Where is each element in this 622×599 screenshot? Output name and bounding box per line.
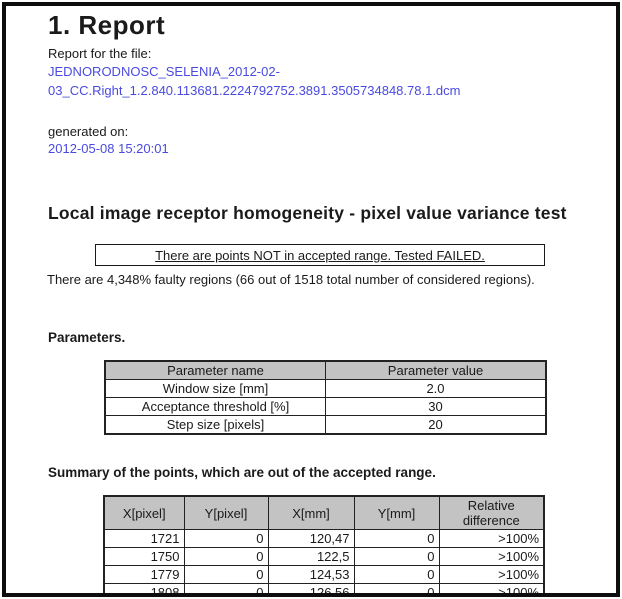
cell-ymm: 0 (353, 529, 440, 548)
table-row: 1779 0 124,53 0 >100% (103, 565, 545, 584)
cell-xpixel: 1808 (103, 583, 185, 593)
summary-header-row: X[pixel] Y[pixel] X[mm] Y[mm] Relative d… (103, 495, 545, 530)
generated-on-label: generated on: (48, 124, 129, 139)
table-row: 1750 0 122,5 0 >100% (103, 547, 545, 566)
table-row: 1808 0 126,56 0 >100% (103, 583, 545, 593)
summary-col-ymm: Y[mm] (353, 495, 440, 530)
parameter-name: Acceptance threshold [%] (104, 397, 326, 416)
table-row: Acceptance threshold [%] 30 (104, 397, 547, 416)
summary-col-xmm: X[mm] (267, 495, 355, 530)
parameters-header-row: Parameter name Parameter value (104, 360, 547, 380)
parameter-value: 20 (325, 415, 547, 435)
cell-relative-difference: >100% (438, 565, 545, 584)
test-status-box: There are points NOT in accepted range. … (95, 244, 545, 266)
cell-xmm: 122,5 (267, 547, 355, 566)
generated-on-timestamp: 2012-05-08 15:20:01 (48, 141, 169, 156)
parameters-col-name: Parameter name (104, 360, 326, 380)
report-file-link[interactable]: JEDNORODNOSC_SELENIA_2012-02- 03_CC.Righ… (48, 62, 461, 100)
table-row: Step size [pixels] 20 (104, 415, 547, 435)
cell-ymm: 0 (353, 565, 440, 584)
cell-xpixel: 1750 (103, 547, 185, 566)
cell-ypixel: 0 (183, 565, 269, 584)
test-heading: Local image receptor homogeneity - pixel… (48, 203, 567, 223)
parameter-name: Step size [pixels] (104, 415, 326, 435)
cell-relative-difference: >100% (438, 583, 545, 593)
cell-ypixel: 0 (183, 583, 269, 593)
cell-ypixel: 0 (183, 547, 269, 566)
cell-xmm: 126,56 (267, 583, 355, 593)
summary-heading: Summary of the points, which are out of … (48, 465, 436, 480)
table-row: 1721 0 120,47 0 >100% (103, 529, 545, 548)
parameter-name: Window size [mm] (104, 379, 326, 398)
table-row: Window size [mm] 2.0 (104, 379, 547, 398)
test-status-message: There are points NOT in accepted range. … (155, 248, 485, 263)
faulty-regions-summary: There are 4,348% faulty regions (66 out … (47, 272, 535, 287)
report-file-link-line2: 03_CC.Right_1.2.840.113681.2224792752.38… (48, 83, 461, 98)
summary-col-xpixel: X[pixel] (103, 495, 185, 530)
cell-relative-difference: >100% (438, 529, 545, 548)
parameters-heading: Parameters. (48, 330, 126, 345)
summary-col-ypixel: Y[pixel] (183, 495, 269, 530)
cell-xpixel: 1721 (103, 529, 185, 548)
parameters-col-value: Parameter value (325, 360, 547, 380)
report-file-link-line1: JEDNORODNOSC_SELENIA_2012-02- (48, 64, 280, 79)
cell-ypixel: 0 (183, 529, 269, 548)
parameter-value: 30 (325, 397, 547, 416)
parameters-table: Parameter name Parameter value Window si… (104, 360, 547, 435)
cell-xpixel: 1779 (103, 565, 185, 584)
file-label: Report for the file: (48, 46, 152, 61)
parameter-value: 2.0 (325, 379, 547, 398)
cell-ymm: 0 (353, 583, 440, 593)
summary-table: X[pixel] Y[pixel] X[mm] Y[mm] Relative d… (103, 495, 545, 593)
cell-ymm: 0 (353, 547, 440, 566)
cell-xmm: 120,47 (267, 529, 355, 548)
cell-xmm: 124,53 (267, 565, 355, 584)
summary-col-relative-difference: Relative difference (438, 495, 545, 530)
page-title: 1. Report (48, 10, 166, 40)
cell-relative-difference: >100% (438, 547, 545, 566)
